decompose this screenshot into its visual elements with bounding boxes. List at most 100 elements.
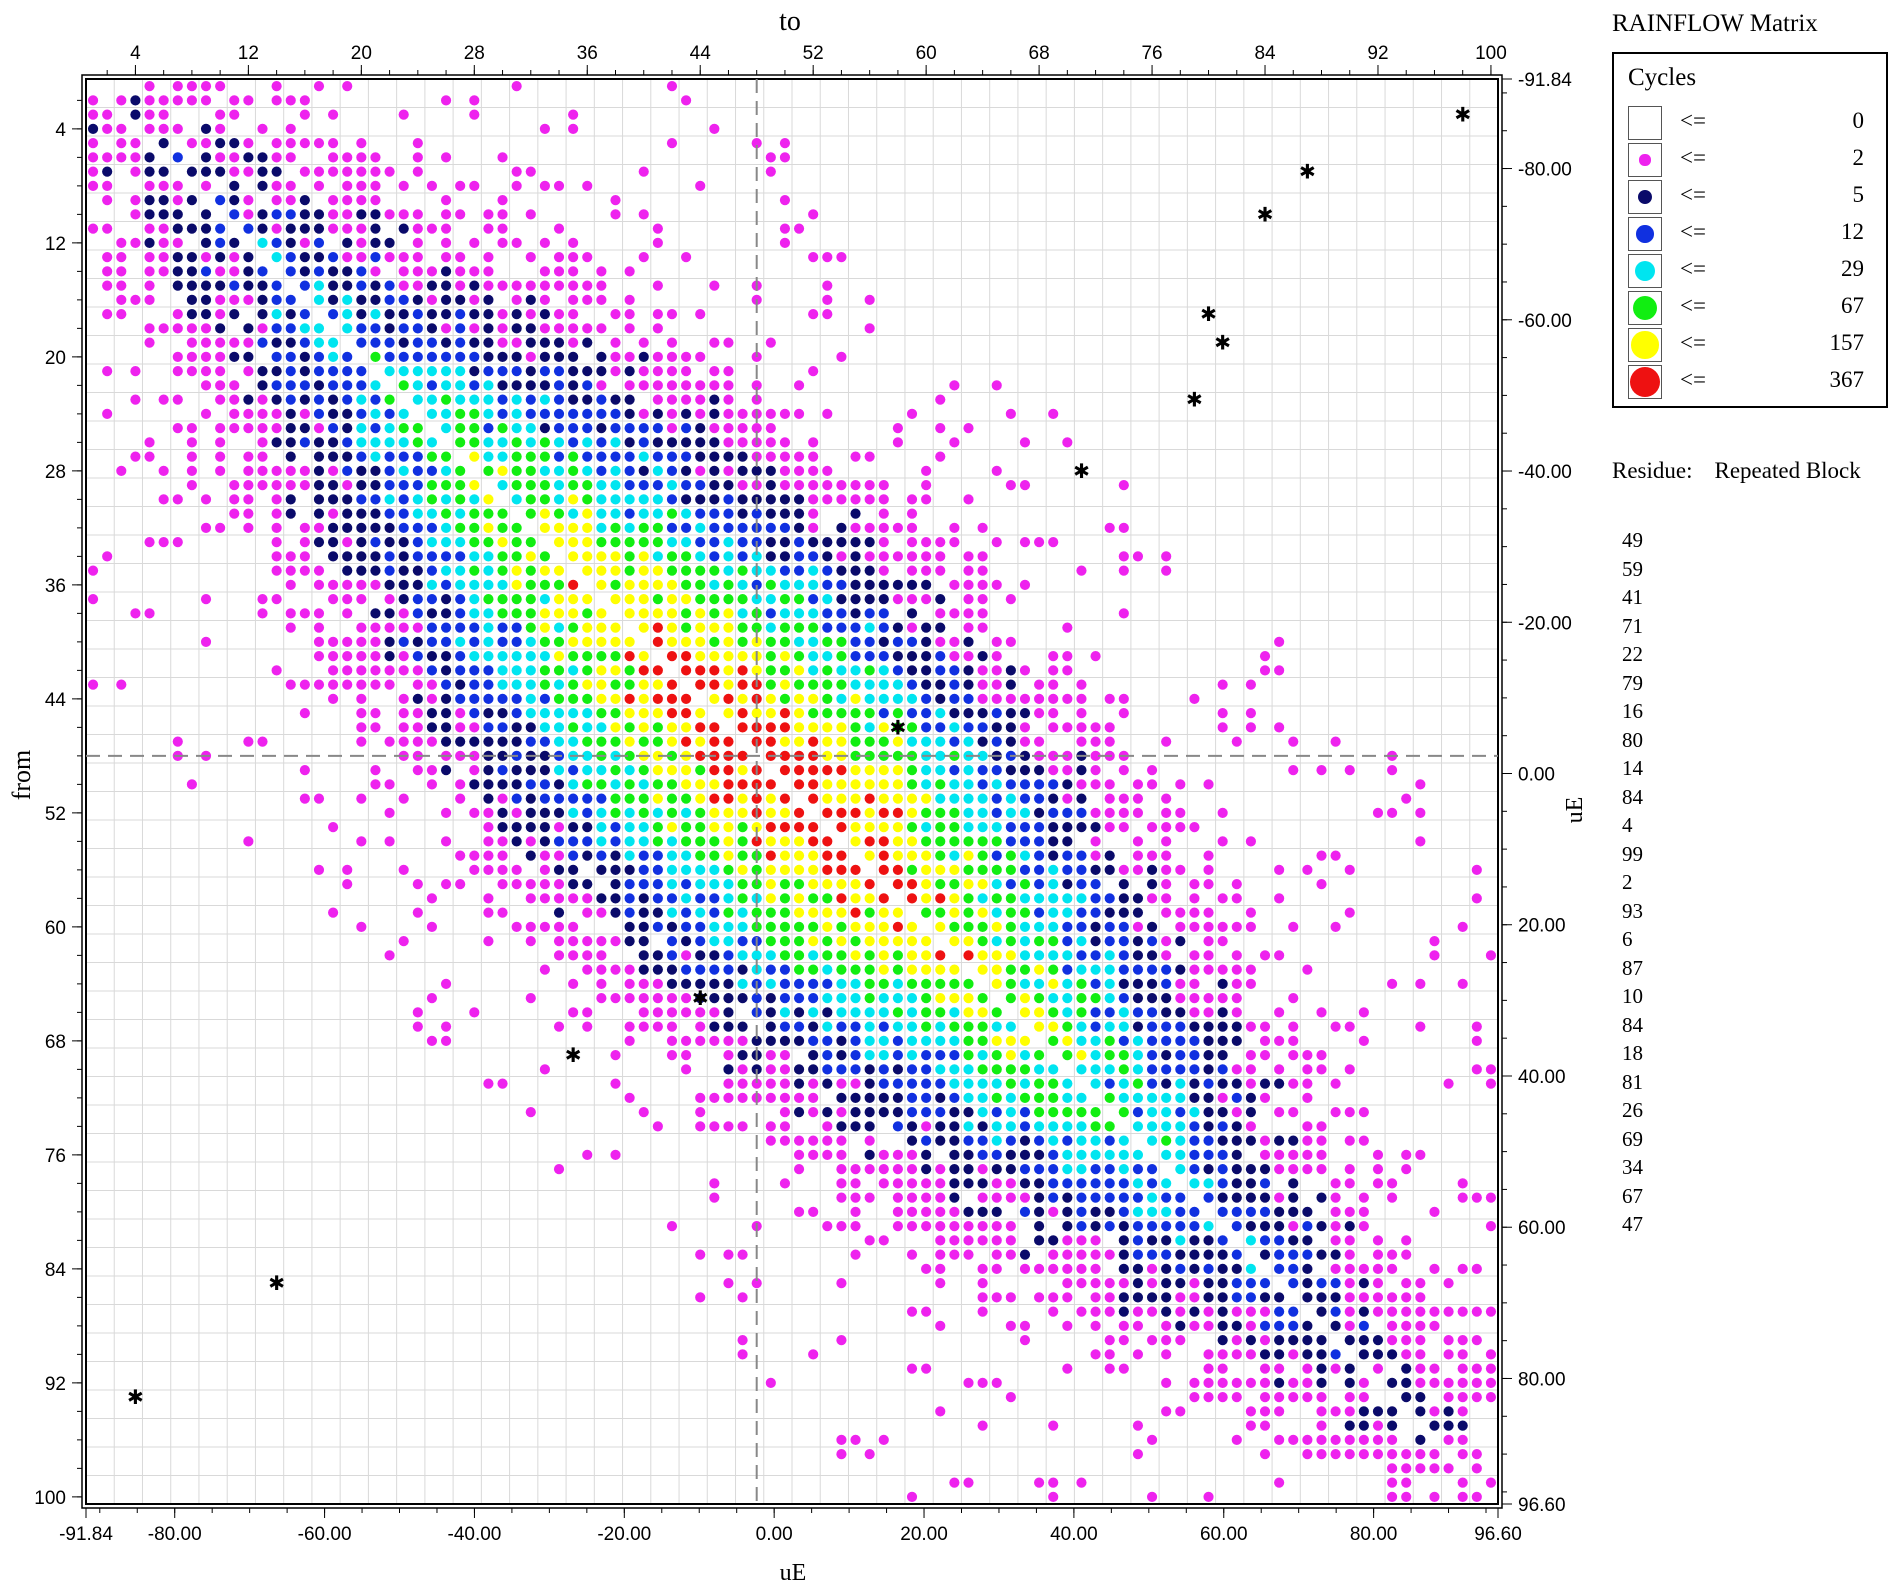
cycle-cell <box>1048 1035 1059 1046</box>
cycle-cell <box>582 408 593 419</box>
cycle-cell <box>384 665 395 676</box>
cycle-cell <box>483 366 494 377</box>
cycle-cell <box>412 380 423 391</box>
cycle-cell <box>384 465 395 476</box>
cycle-cell <box>638 921 649 932</box>
cycle-cell <box>864 765 875 776</box>
cycle-cell <box>737 936 748 947</box>
cycle-cell <box>793 1206 805 1217</box>
cycle-cell <box>1090 1078 1101 1089</box>
cycle-cell <box>102 180 113 191</box>
cycle-cell <box>906 1107 918 1118</box>
cycle-cell <box>455 636 466 647</box>
cycle-cell <box>1358 1206 1369 1217</box>
residue-value: 41 <box>1622 585 1643 609</box>
cycle-cell <box>582 679 593 690</box>
cycle-cell <box>652 594 663 605</box>
cycle-cell <box>1034 1078 1045 1089</box>
cycle-cell <box>200 323 212 334</box>
cycle-cell <box>356 465 367 476</box>
cycle-cell <box>1457 1349 1468 1360</box>
cycle-cell <box>1401 1164 1412 1175</box>
cycle-cell <box>440 651 452 662</box>
cycle-cell <box>935 807 946 818</box>
cycle-cell <box>709 950 720 961</box>
cycle-cell <box>1048 665 1059 676</box>
cycle-cell <box>398 565 409 576</box>
cycle-cell <box>991 822 1002 833</box>
cycle-cell <box>949 907 960 918</box>
cycle-cell <box>426 579 438 590</box>
cycle-cell <box>1104 936 1115 947</box>
cycle-cell <box>906 793 918 804</box>
cycle-cell <box>483 294 494 305</box>
cycle-cell <box>370 522 381 533</box>
cycle-cell <box>172 309 183 320</box>
cycle-cell <box>666 579 678 590</box>
cycle-cell <box>553 693 565 704</box>
cycle-cell <box>328 166 339 177</box>
cycle-cell <box>850 807 861 818</box>
cycle-cell <box>892 836 903 847</box>
cycle-cell <box>991 978 1002 989</box>
cycle-cell <box>695 451 706 462</box>
cycle-cell <box>144 451 155 462</box>
cycle-cell <box>935 1021 946 1032</box>
cycle-cell <box>102 166 113 177</box>
cycle-cell <box>1132 1320 1144 1331</box>
left-tick-label: 36 <box>45 576 66 597</box>
cycle-cell <box>681 437 692 448</box>
cycle-cell <box>1288 921 1299 932</box>
cycle-cell <box>412 494 423 505</box>
cycle-cell <box>624 736 635 747</box>
cycle-cell <box>328 679 339 690</box>
cycle-cell <box>455 779 466 790</box>
cycle-cell <box>1175 936 1186 947</box>
cycle-cell <box>582 551 593 562</box>
legend-row: <= 29 <box>1628 254 1878 290</box>
cycle-cell <box>991 779 1002 790</box>
cycle-cell <box>1048 850 1059 861</box>
cycle-cell <box>426 223 438 234</box>
cycle-cell <box>553 822 565 833</box>
cycle-cell <box>949 864 960 875</box>
residue-markers: ✱✱✱✱✱✱✱✱✱✱✱✱ <box>127 103 1471 1410</box>
cycle-cell <box>709 380 720 391</box>
cycle-cell <box>440 636 452 647</box>
cycle-cell <box>751 138 762 149</box>
cycle-cell <box>1019 822 1031 833</box>
cycle-cell <box>568 437 579 448</box>
bottom-tick-label: 40.00 <box>1050 1524 1098 1545</box>
cycle-cell <box>751 551 762 562</box>
cycle-cell <box>1118 893 1129 904</box>
cycle-cell <box>638 722 649 733</box>
cycle-cell <box>638 879 649 890</box>
cycle-cell <box>1005 1149 1016 1160</box>
cycle-cell <box>709 123 720 134</box>
cycle-cell <box>610 793 621 804</box>
cycle-cell <box>610 1050 621 1061</box>
cycle-cell <box>892 1021 903 1032</box>
cycle-cell <box>568 309 579 320</box>
cycle-cell <box>483 280 494 291</box>
cycle-cell <box>1118 1221 1129 1232</box>
cycle-cell <box>850 480 861 491</box>
cycle-cell <box>313 565 325 576</box>
cycle-cell <box>539 294 550 305</box>
cycle-cell <box>328 394 339 405</box>
cycle-cell <box>582 822 593 833</box>
cycle-cell <box>497 223 508 234</box>
cycle-cell <box>808 309 819 320</box>
cycle-cell <box>1090 1107 1101 1118</box>
cycle-cell <box>525 793 536 804</box>
cycle-cell <box>864 907 875 918</box>
cycle-cell <box>681 408 692 419</box>
cycle-cell <box>1217 1064 1228 1075</box>
legend-row: <= 12 <box>1628 217 1878 253</box>
cycle-cell <box>808 594 819 605</box>
cycle-cell <box>1372 1178 1384 1189</box>
cycle-cell <box>1019 765 1031 776</box>
cycle-cell <box>695 594 706 605</box>
cycle-cell <box>1034 864 1045 875</box>
cycle-cell <box>1358 1007 1369 1018</box>
